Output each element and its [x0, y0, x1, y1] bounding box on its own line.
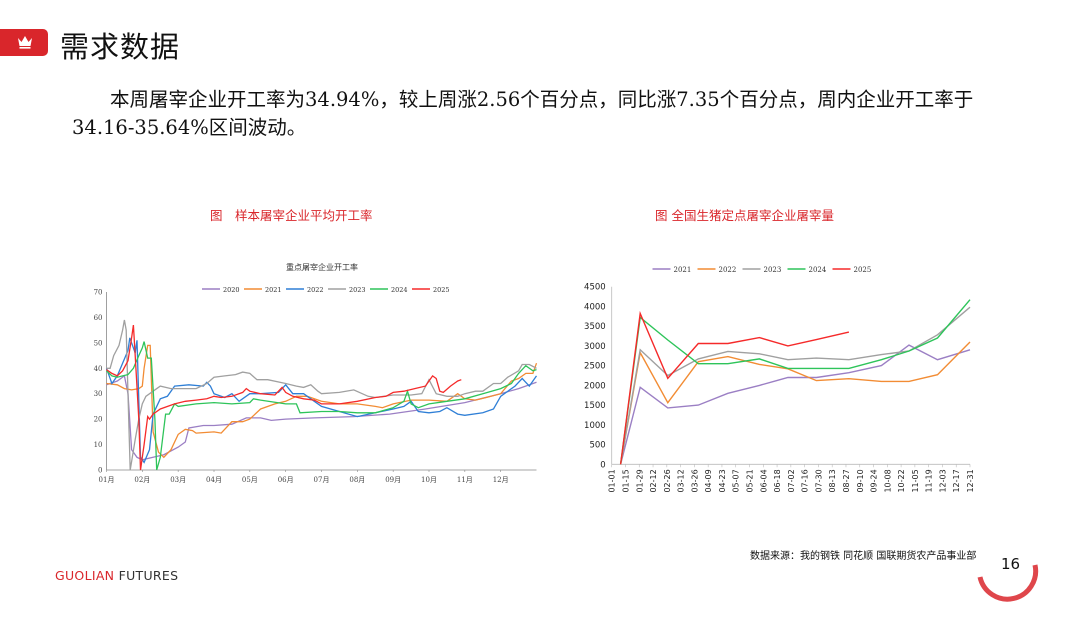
x-tick-label: 12-31 — [966, 469, 975, 492]
y-tick-label: 0 — [600, 460, 605, 470]
y-tick-label: 3500 — [584, 322, 606, 332]
x-tick-label: 02-12 — [649, 469, 658, 492]
x-tick-label: 05月 — [242, 476, 258, 484]
x-tick-label: 09-10 — [856, 469, 865, 492]
x-tick-label: 03-12 — [677, 469, 686, 492]
x-tick-label: 08月 — [349, 476, 365, 484]
x-tick-label: 02-26 — [663, 469, 672, 492]
left-chart-caption: 图 样本屠宰企业平均开工率 — [210, 208, 373, 223]
x-tick-label: 09-24 — [870, 469, 879, 492]
y-tick-label: 500 — [589, 441, 605, 451]
x-tick-label: 12月 — [493, 476, 509, 484]
brand-b: FUTURES — [114, 568, 179, 583]
x-tick-label: 04月 — [206, 476, 222, 484]
y-tick-label: 40 — [94, 365, 103, 373]
legend-label: 2024 — [391, 286, 408, 294]
x-tick-label: 02月 — [134, 476, 150, 484]
series-line-2023 — [619, 306, 971, 465]
x-tick-label: 06-18 — [773, 469, 782, 492]
series-line-2021 — [106, 344, 538, 459]
brand-a: GUOLIAN — [55, 568, 115, 583]
x-tick-label: 05-21 — [746, 469, 755, 492]
x-tick-label: 06-04 — [759, 469, 768, 492]
header-tab — [0, 29, 48, 56]
series-line-2025 — [619, 310, 850, 465]
x-tick-label: 11月 — [457, 476, 473, 484]
x-tick-label: 01月 — [99, 476, 115, 484]
y-tick-label: 20 — [94, 416, 103, 424]
x-tick-label: 08-13 — [828, 469, 837, 492]
x-tick-label: 01-15 — [621, 469, 630, 492]
legend-label: 2021 — [265, 286, 282, 294]
x-tick-label: 10月 — [421, 476, 437, 484]
y-tick-label: 70 — [94, 289, 103, 297]
y-tick-label: 3000 — [584, 342, 606, 352]
legend-label: 2025 — [854, 266, 872, 274]
series-line-2022 — [619, 341, 971, 465]
series-line-2023 — [106, 319, 537, 471]
x-tick-label: 05-07 — [732, 469, 741, 492]
x-tick-label: 12-03 — [938, 469, 947, 492]
x-tick-label: 06月 — [278, 476, 294, 484]
y-tick-label: 4500 — [584, 283, 606, 293]
y-tick-label: 4000 — [584, 302, 606, 312]
page-title: 需求数据 — [60, 30, 181, 64]
legend-label: 2021 — [674, 266, 692, 274]
y-tick-label: 50 — [94, 339, 103, 347]
legend-label: 2020 — [223, 286, 240, 294]
legend-label: 2025 — [433, 286, 450, 294]
y-tick-label: 1500 — [584, 401, 606, 411]
page-arc-decoration — [977, 564, 1039, 602]
y-tick-label: 30 — [94, 390, 103, 398]
series-line-2022 — [105, 337, 538, 464]
right-chart-caption: 图 全国生猪定点屠宰企业屠宰量 — [655, 208, 834, 223]
x-tick-label: 04-09 — [704, 469, 713, 492]
legend-label: 2024 — [809, 266, 827, 274]
crown-icon — [18, 36, 32, 49]
legend-label: 2023 — [764, 266, 782, 274]
x-tick-label: 03月 — [170, 476, 186, 484]
brand-logo: GUOLIAN FUTURES — [55, 568, 178, 583]
legend-label: 2022 — [719, 266, 737, 274]
y-tick-label: 2500 — [584, 362, 606, 372]
x-tick-label: 01-01 — [608, 469, 617, 492]
x-tick-label: 08-27 — [842, 469, 851, 492]
y-tick-label: 0 — [98, 467, 102, 475]
x-tick-label: 07-02 — [787, 469, 796, 492]
summary-text: 本周屠宰企业开工率为34.94%，较上周涨2.56个百分点，同比涨7.35个百分… — [72, 88, 974, 139]
x-tick-label: 09月 — [385, 476, 401, 484]
x-tick-label: 11-19 — [925, 469, 934, 492]
series-line-2024 — [106, 341, 537, 471]
y-tick-label: 60 — [94, 314, 103, 322]
chart-title: 重点屠宰企业开工率 — [286, 262, 358, 272]
x-tick-label: 12-17 — [952, 469, 961, 492]
y-tick-label: 2000 — [584, 381, 606, 391]
x-tick-label: 07-30 — [814, 469, 823, 492]
x-tick-label: 04-23 — [718, 469, 727, 492]
series-line-2021 — [619, 344, 971, 465]
y-tick-label: 1000 — [584, 421, 606, 431]
x-tick-label: 11-05 — [911, 469, 920, 492]
legend-label: 2023 — [349, 286, 366, 294]
x-tick-label: 07-16 — [801, 469, 810, 492]
series-line-2024 — [619, 299, 971, 465]
page-number: 16 — [1001, 555, 1021, 573]
legend-label: 2022 — [307, 286, 324, 294]
x-tick-label: 10-22 — [897, 469, 906, 492]
y-tick-label: 10 — [94, 441, 103, 449]
x-tick-label: 07月 — [314, 476, 330, 484]
x-tick-label: 10-08 — [883, 469, 892, 492]
series-line-2025 — [106, 325, 462, 471]
x-tick-label: 01-29 — [635, 469, 644, 492]
x-tick-label: 03-26 — [690, 469, 699, 492]
data-source: 数据来源：我的钢铁 同花顺 国联期货农产品事业部 — [750, 551, 977, 562]
